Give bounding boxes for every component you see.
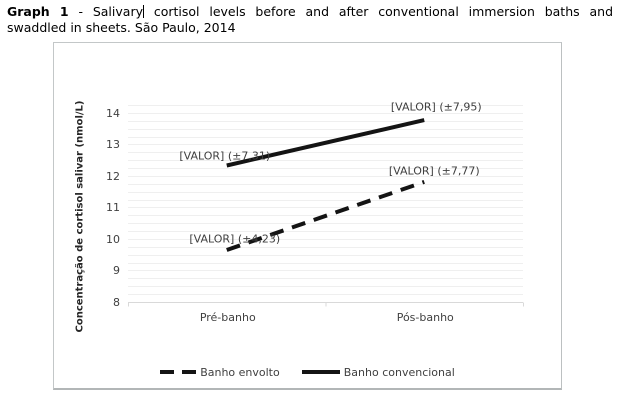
title-graph-label: Graph 1: [7, 4, 69, 19]
y-tick-label: 13: [106, 138, 120, 152]
chart-legend: Banho envolto Banho convencional: [54, 364, 561, 380]
chart-object[interactable]: 14 13 12 11 10 9 8 Concentração de cortisol sa…: [53, 42, 562, 390]
title-line-1: Graph 1 - Salivary cortisol levels befor…: [7, 4, 613, 20]
title-line-2: swaddled in sheets. São Paulo, 2014: [7, 20, 236, 35]
legend-dashed-line-sample: [160, 370, 197, 374]
document-title[interactable]: Graph 1 - Salivary cortisol levels befor…: [7, 4, 613, 36]
chart-canvas: [128, 105, 524, 307]
data-label: [VALOR] (±4,23): [189, 232, 281, 246]
y-tick-label: 12: [106, 169, 120, 183]
y-tick-label: 11: [106, 201, 120, 215]
category-label: Pós-banho: [396, 311, 454, 324]
title-text-after-caret: cortisol levels before and after convent…: [143, 4, 614, 19]
series-line-banho-convencional: [226, 118, 425, 168]
text-caret: [142, 5, 144, 18]
series-line-banho-envolto: [226, 180, 425, 252]
y-tick-label: 8: [113, 296, 120, 309]
y-tick-label: 14: [106, 106, 120, 120]
y-tick-label: 10: [106, 232, 120, 246]
category-label: Pré-banho: [199, 311, 256, 324]
data-label: [VALOR] (±7,31): [179, 149, 271, 163]
legend-solid-line-sample: [301, 370, 340, 374]
y-axis-title: Concentração de cortisol salivar (nmol/L…: [74, 100, 86, 333]
data-label: [VALOR] (±7,77): [388, 164, 480, 178]
y-tick-label: 9: [113, 264, 120, 278]
title-text-before-caret: - Salivary: [68, 4, 143, 19]
data-label: [VALOR] (±7,95): [390, 100, 482, 114]
legend-label: Banho convencional: [343, 365, 455, 379]
legend-item: Banho envolto: [160, 366, 280, 379]
legend-label: Banho envolto: [200, 365, 280, 379]
legend-item: Banho convencional: [301, 365, 455, 379]
